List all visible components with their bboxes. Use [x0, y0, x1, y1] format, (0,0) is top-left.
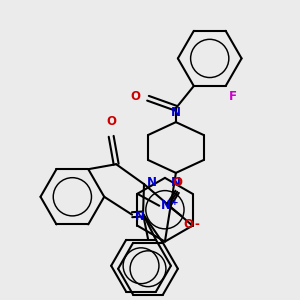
Text: O: O — [106, 116, 116, 128]
Text: N: N — [147, 176, 157, 189]
Text: N: N — [135, 210, 145, 223]
Text: O: O — [172, 176, 182, 189]
Text: N: N — [171, 176, 181, 189]
Text: +: + — [171, 198, 179, 207]
Text: F: F — [229, 90, 237, 103]
Text: O: O — [183, 218, 193, 231]
Text: O: O — [130, 90, 140, 103]
Text: N: N — [161, 199, 171, 212]
Text: N: N — [171, 106, 181, 119]
Text: -: - — [194, 218, 199, 231]
